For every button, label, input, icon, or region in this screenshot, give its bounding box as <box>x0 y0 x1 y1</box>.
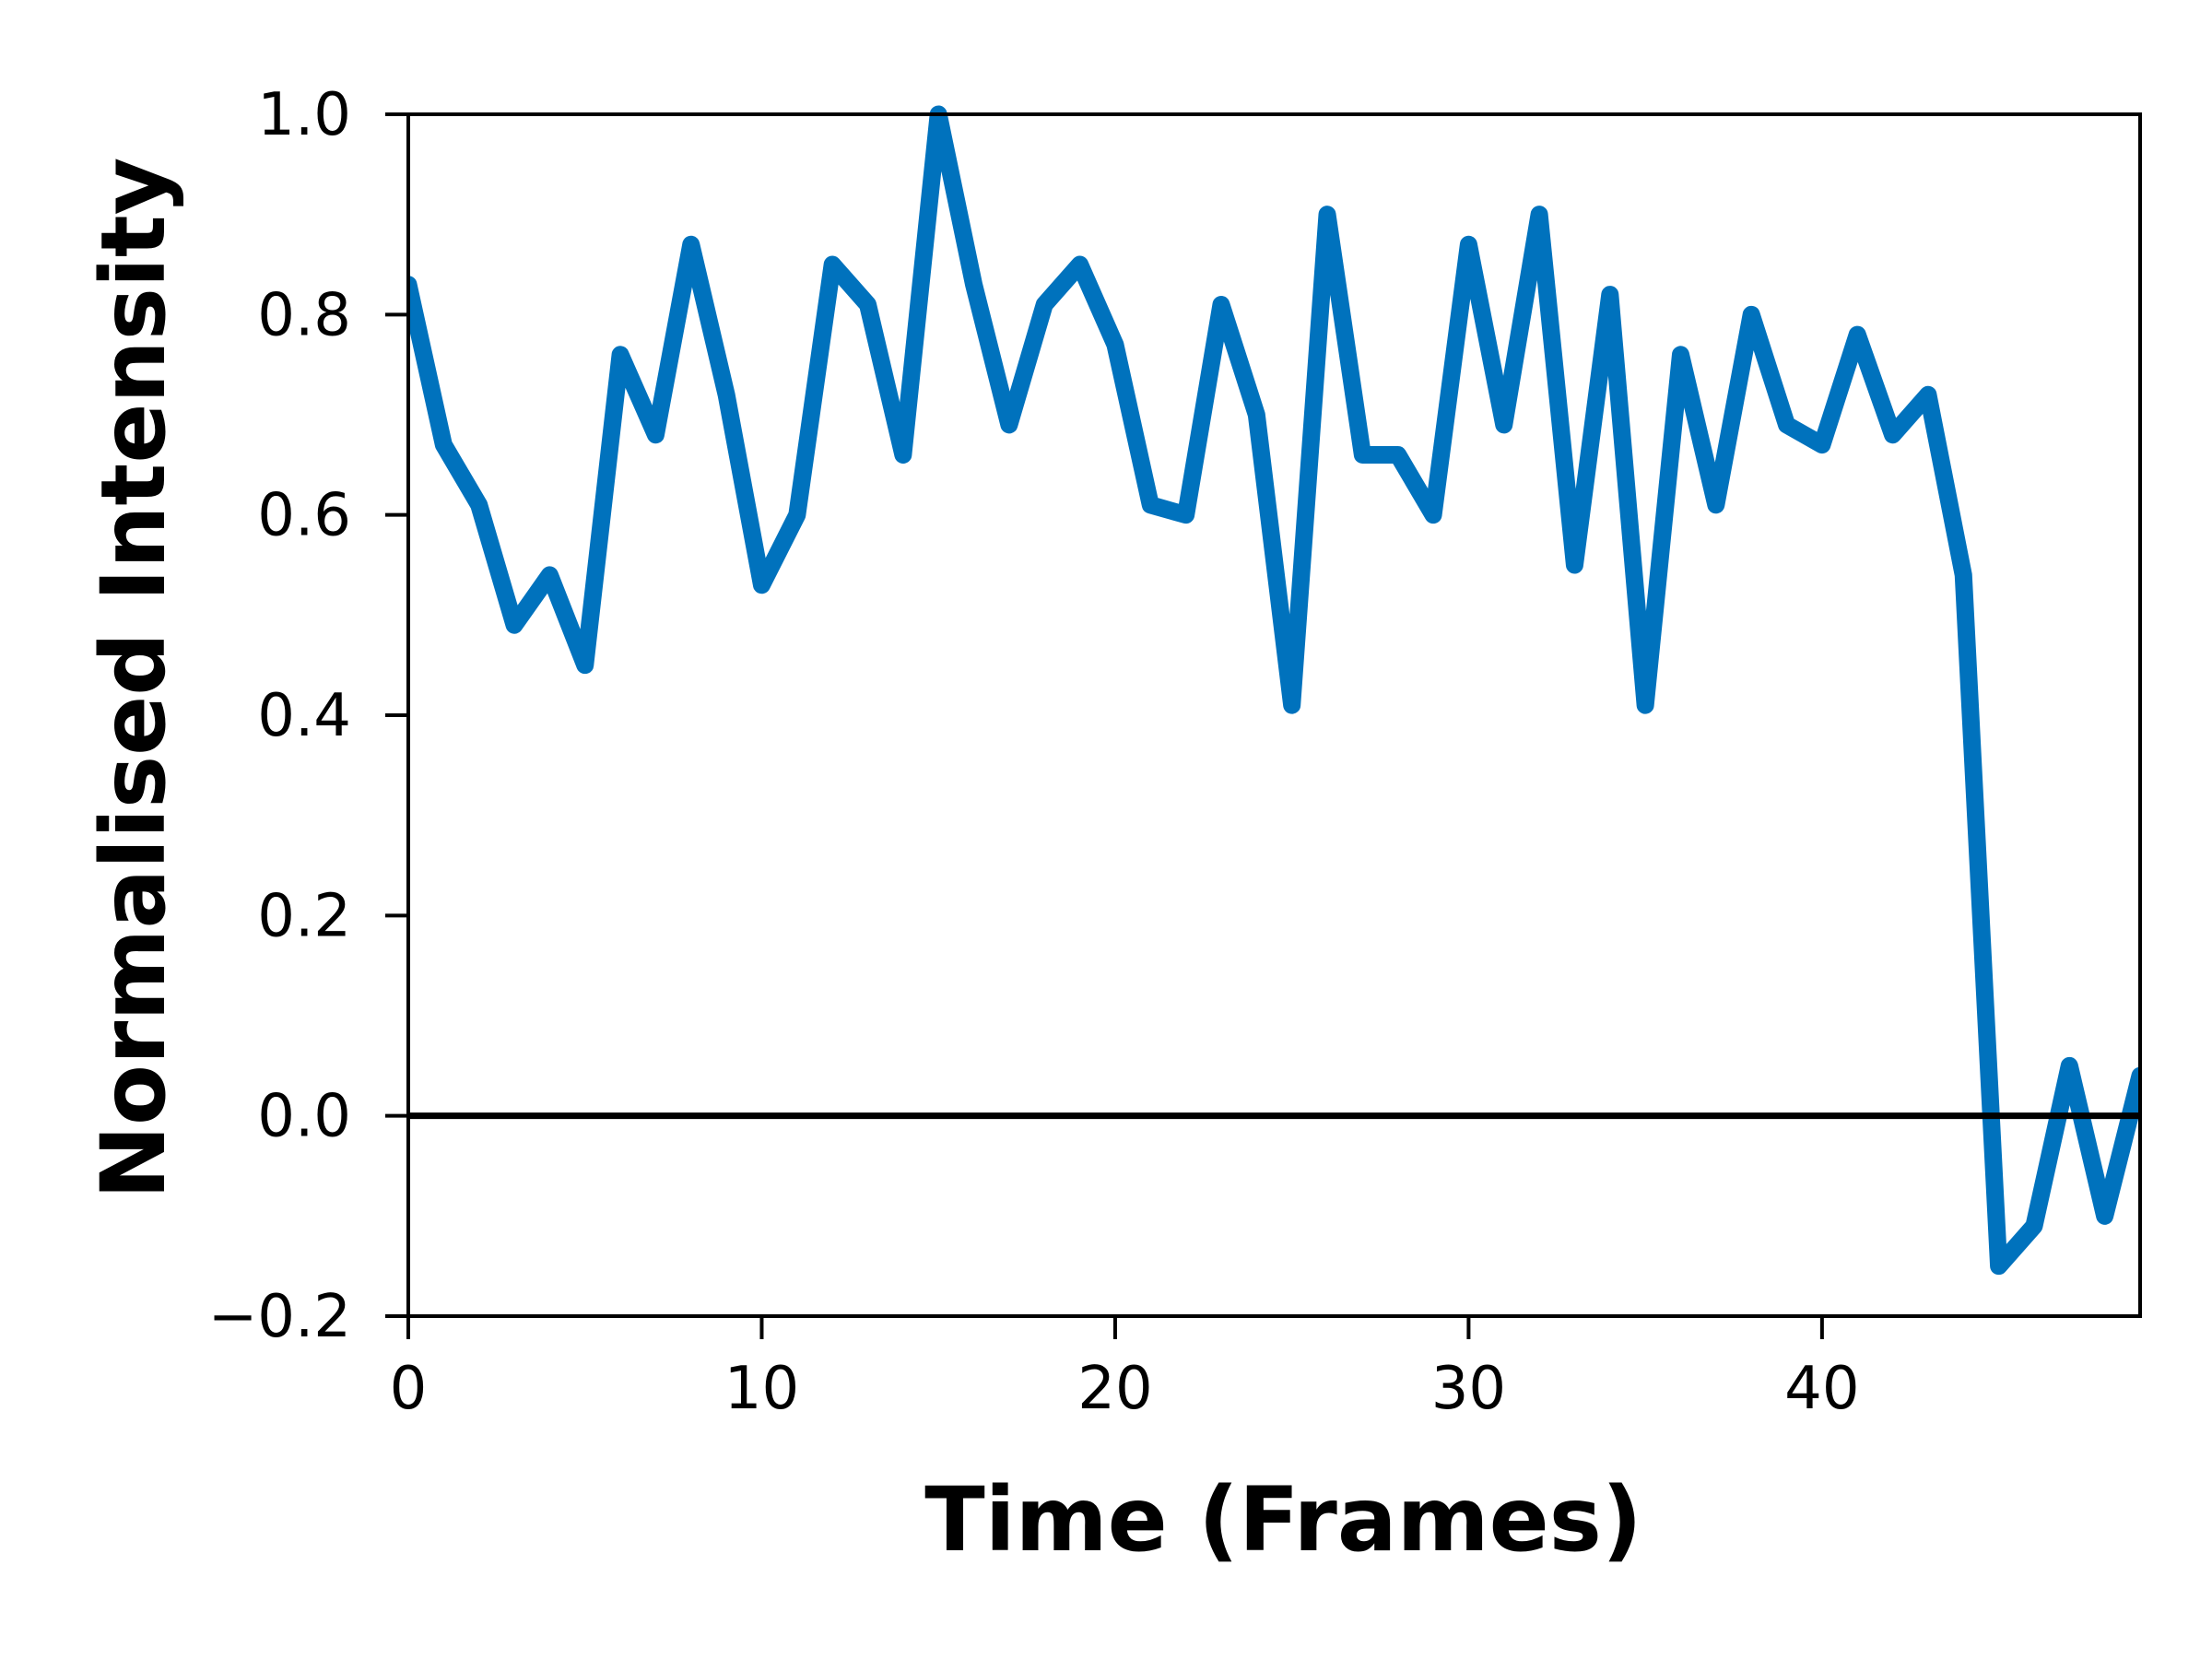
series-layer <box>408 105 2140 1276</box>
y-tick-label: 0.4 <box>257 682 351 750</box>
series-line-0 <box>408 105 2140 1276</box>
y-tick-label: 0.6 <box>257 482 351 550</box>
y-tick-label: 0.2 <box>257 882 351 950</box>
y-tick-label: 0.0 <box>257 1083 351 1151</box>
ticks-layer: 0 10 20 30 40 −0.2 0.0 0.2 0.4 0.6 0.8 1.0 <box>208 81 1860 1423</box>
x-tick-label: 10 <box>724 1355 799 1423</box>
y-axis-title: Normalised Intensity <box>82 158 185 1200</box>
y-tick-label: 1.0 <box>257 81 351 149</box>
x-tick-label: 0 <box>390 1355 428 1423</box>
x-axis-title: Time (Frames) <box>924 1468 1642 1571</box>
y-tick-label: 0.8 <box>257 281 351 349</box>
x-tick-label: 20 <box>1077 1355 1152 1423</box>
x-tick-label: 40 <box>1784 1355 1859 1423</box>
x-tick-label: 30 <box>1431 1355 1506 1423</box>
plot-frame <box>406 112 2142 1318</box>
y-tick-label: −0.2 <box>208 1283 351 1351</box>
